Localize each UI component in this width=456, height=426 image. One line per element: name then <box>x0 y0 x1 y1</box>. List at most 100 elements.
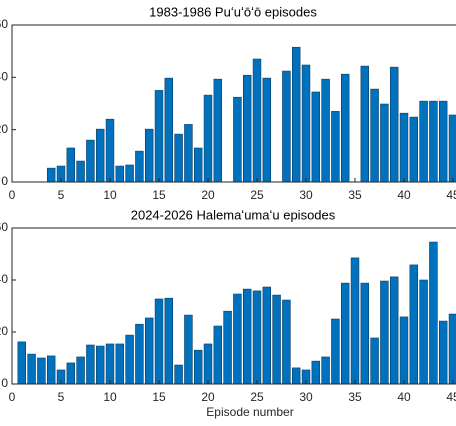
x-tick-label: 30 <box>299 390 313 404</box>
x-tick-label: 10 <box>103 188 117 202</box>
bar <box>389 66 399 183</box>
bar <box>95 345 105 385</box>
bar <box>252 290 262 385</box>
bar <box>340 73 350 183</box>
bar <box>409 264 419 385</box>
bar <box>438 100 448 183</box>
y-tick-label: 0 <box>1 174 8 188</box>
bar <box>193 349 203 385</box>
bar <box>174 364 183 385</box>
bar <box>233 293 242 385</box>
bar <box>203 343 213 385</box>
x-tick-label: 45 <box>446 188 456 202</box>
bar <box>291 46 301 183</box>
x-tick-label: 5 <box>58 188 65 202</box>
bar <box>409 116 419 183</box>
bar <box>380 280 389 385</box>
bar <box>262 286 272 385</box>
bar <box>399 316 409 385</box>
bar <box>321 78 330 183</box>
plot-frame <box>11 24 456 183</box>
bar <box>262 77 272 183</box>
plot-frame <box>11 227 456 385</box>
bar <box>105 343 115 385</box>
x-tick-label: 15 <box>152 390 166 404</box>
bar <box>282 70 291 183</box>
bar <box>164 77 174 183</box>
x-axis-label: Episode number <box>206 405 293 419</box>
y-tick-label: 40 <box>0 70 8 84</box>
bar <box>380 103 389 183</box>
bar <box>350 257 360 385</box>
bar <box>419 100 428 183</box>
bar <box>115 165 125 183</box>
bar <box>37 357 46 385</box>
bar <box>95 128 105 183</box>
x-tick-label: 25 <box>250 390 264 404</box>
bar <box>311 91 321 183</box>
bar <box>76 160 85 183</box>
bar <box>154 298 164 385</box>
bar <box>233 96 242 183</box>
bar <box>331 318 340 385</box>
bar <box>242 288 252 385</box>
bar <box>448 114 456 183</box>
bar <box>370 88 379 183</box>
x-tick-label: 45 <box>446 390 456 404</box>
bar <box>223 310 232 385</box>
bar <box>340 282 350 385</box>
bar <box>125 164 134 183</box>
chart-title: 2024-2026 Halemaʻumaʻu episodes <box>131 207 336 222</box>
bar <box>154 90 164 183</box>
bar <box>66 362 76 385</box>
bar <box>291 367 301 385</box>
bar <box>135 150 144 183</box>
x-tick-label: 20 <box>201 188 215 202</box>
bar <box>203 94 213 183</box>
x-tick-label: 0 <box>9 188 16 202</box>
bar <box>242 74 252 183</box>
y-tick-label: 40 <box>0 272 8 286</box>
x-tick-label: 10 <box>103 390 117 404</box>
bar <box>370 337 379 385</box>
bar <box>46 167 56 183</box>
bar <box>66 147 76 183</box>
bar <box>115 343 125 385</box>
y-tick-label: 20 <box>0 122 8 136</box>
bar <box>135 323 144 385</box>
bar <box>438 320 448 385</box>
bar <box>144 128 154 183</box>
bar <box>105 118 115 183</box>
bar <box>144 317 154 385</box>
bar <box>27 353 36 385</box>
bar <box>125 334 134 385</box>
bar <box>429 241 438 385</box>
bar <box>282 299 291 385</box>
y-tick-label: 60 <box>0 220 8 234</box>
bar <box>321 356 330 385</box>
bar <box>389 276 399 385</box>
bar <box>301 64 311 183</box>
bar <box>86 344 95 385</box>
x-tick-label: 20 <box>201 390 215 404</box>
bar <box>331 111 340 183</box>
chart-title: 1983-1986 Puʻuʻōʻō episodes <box>149 4 317 19</box>
x-tick-label: 35 <box>348 390 362 404</box>
bar <box>419 279 428 385</box>
bar <box>184 124 193 183</box>
x-tick-label: 30 <box>299 188 313 202</box>
x-tick-label: 35 <box>348 188 362 202</box>
x-tick-label: 25 <box>250 188 264 202</box>
x-tick-label: 15 <box>152 188 166 202</box>
bar <box>360 65 370 183</box>
bar <box>184 314 193 385</box>
bar <box>164 297 174 385</box>
bar <box>252 58 262 183</box>
bar <box>429 100 438 183</box>
x-tick-label: 5 <box>58 390 65 404</box>
y-tick-label: 60 <box>0 17 8 31</box>
x-tick-label: 40 <box>397 188 411 202</box>
bar <box>193 147 203 183</box>
x-tick-label: 40 <box>397 390 411 404</box>
bar <box>86 139 95 183</box>
